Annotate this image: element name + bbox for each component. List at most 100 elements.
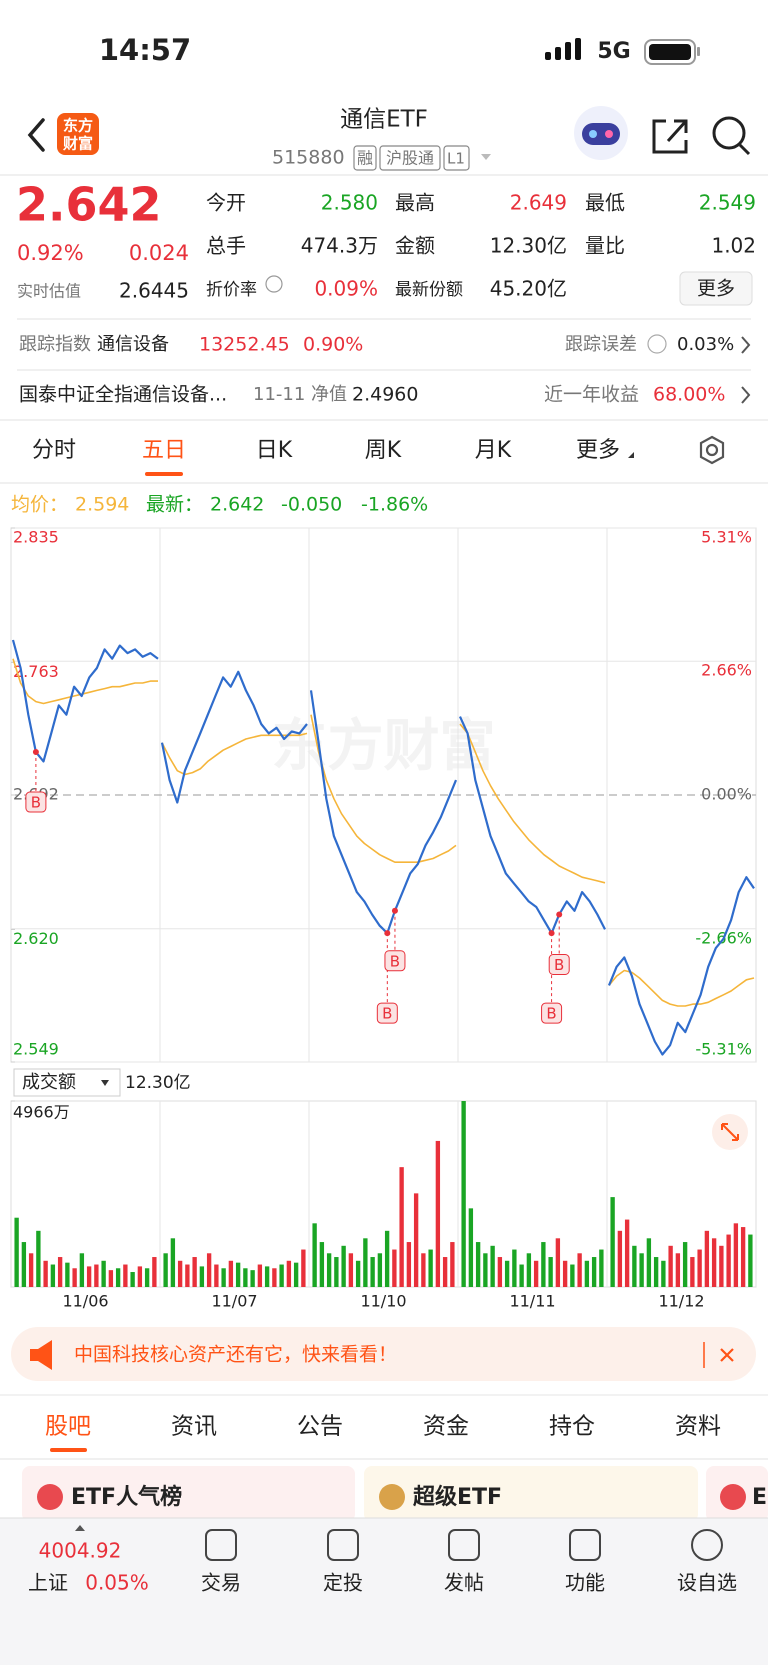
field-value: 45.20亿 <box>490 277 567 301</box>
info-icon[interactable] <box>647 334 667 354</box>
subtab[interactable]: 公告 <box>297 1414 343 1440</box>
volume-bar <box>475 1242 481 1287</box>
volume-select[interactable] <box>13 1068 121 1097</box>
banner[interactable] <box>11 1327 756 1381</box>
volume-bar <box>214 1264 219 1287</box>
annotation-box <box>376 1002 398 1024</box>
dropdown[interactable] <box>481 154 491 160</box>
status-network: 5G <box>597 39 630 64</box>
legend-item: -0.050 <box>281 494 342 516</box>
volume-bar <box>733 1223 739 1287</box>
share-icon[interactable] <box>652 119 688 154</box>
logo <box>57 113 99 155</box>
title: 通信ETF <box>340 107 428 133</box>
legend-item: 均价： <box>11 494 68 516</box>
x-tick-label: 11/11 <box>509 1292 555 1311</box>
y2-tick-label: 2.66% <box>701 661 752 680</box>
volume-bar <box>704 1230 710 1287</box>
tab[interactable]: 更多 <box>576 438 620 463</box>
subtab[interactable]: 持仓 <box>549 1414 595 1440</box>
nav-icon[interactable] <box>205 1529 237 1561</box>
annotation: B <box>554 956 564 974</box>
volume-bar <box>675 1253 681 1287</box>
more-button[interactable] <box>679 271 753 306</box>
volume-bar <box>243 1268 248 1287</box>
field-label: 总手 <box>206 234 246 258</box>
volume-bar <box>79 1253 85 1287</box>
robot-avatar[interactable] <box>574 106 628 160</box>
info-icon[interactable] <box>265 275 283 293</box>
volume-label: 成交额 <box>22 1072 76 1093</box>
volume-bar <box>312 1223 317 1287</box>
tab[interactable]: 月K <box>475 438 512 463</box>
price: 2.642 <box>16 178 162 232</box>
index-value[interactable]: 4004.92 <box>39 1539 122 1563</box>
settings-icon[interactable] <box>699 435 725 465</box>
volume-bar <box>548 1257 553 1287</box>
bottom-nav <box>0 1518 768 1665</box>
volume-bar <box>711 1238 717 1287</box>
volume-bar <box>185 1264 190 1287</box>
subtab[interactable]: 资金 <box>423 1414 469 1440</box>
nav-label: 定投 <box>323 1571 363 1595</box>
back-button[interactable] <box>27 118 45 152</box>
y2-tick-label: -5.31% <box>695 1040 752 1059</box>
volume-bar <box>591 1257 597 1287</box>
chevron[interactable] <box>741 386 751 404</box>
volume-bar <box>435 1140 441 1287</box>
volume-bar <box>421 1253 426 1287</box>
nav-icon[interactable] <box>327 1529 359 1561</box>
badge: 沪股通 <box>386 149 434 168</box>
tab[interactable]: 分时 <box>32 438 76 463</box>
subtab[interactable]: 资讯 <box>171 1414 217 1440</box>
volume-bar <box>206 1253 212 1287</box>
tab[interactable]: 日K <box>256 438 293 463</box>
volume-bar <box>21 1242 27 1287</box>
card-title: E <box>752 1485 767 1510</box>
field-value: 12.30亿 <box>490 234 567 258</box>
volume-bar <box>286 1260 292 1287</box>
subtab[interactable]: 股吧 <box>45 1414 91 1440</box>
subtab[interactable]: 资料 <box>675 1414 721 1440</box>
volume-total: 12.30亿 <box>125 1073 191 1093</box>
tracking-label: 跟踪指数 <box>19 334 91 355</box>
volume-bar <box>610 1197 615 1287</box>
tab-underline <box>145 472 183 476</box>
y2-tick-label: 0.00% <box>701 785 752 804</box>
volume-bar <box>115 1268 121 1287</box>
volume-bar <box>497 1257 503 1287</box>
tab[interactable]: 五日 <box>142 438 186 463</box>
index-pct: 0.05% <box>85 1571 149 1595</box>
volume-bar <box>624 1219 630 1287</box>
estimate: 2.6445 <box>119 279 189 303</box>
volume-bar <box>519 1264 524 1287</box>
field-label: 最高 <box>395 191 435 215</box>
banner-text: 中国科技核心资产还有它，快来看看！ <box>74 1344 397 1366</box>
expand-arrow[interactable] <box>75 1525 85 1531</box>
price-line <box>160 670 308 804</box>
chevron[interactable] <box>741 336 751 354</box>
volume-bar <box>719 1245 724 1287</box>
index-name: 上证 <box>28 1571 68 1595</box>
avg-line <box>608 969 755 1007</box>
card[interactable] <box>22 1466 355 1522</box>
field-value: 2.580 <box>321 191 378 215</box>
signal-icon <box>545 38 581 60</box>
volume-bar <box>512 1249 517 1287</box>
search-icon[interactable] <box>712 116 751 156</box>
nav-icon[interactable] <box>569 1529 601 1561</box>
volume-bar <box>406 1242 412 1287</box>
nav-icon[interactable] <box>691 1529 723 1561</box>
card[interactable] <box>364 1466 698 1522</box>
volume-bar <box>504 1260 510 1287</box>
nav-value: 2.4960 <box>352 384 418 406</box>
error-value: 0.03% <box>677 334 734 355</box>
volume-bar <box>192 1257 197 1287</box>
volume-bar <box>740 1227 746 1287</box>
volume-bar <box>682 1242 688 1287</box>
nav-icon[interactable] <box>448 1529 480 1561</box>
volume-bar <box>697 1249 702 1287</box>
tab[interactable]: 周K <box>365 438 402 463</box>
close-button[interactable] <box>720 1348 734 1362</box>
field-value: 1.02 <box>711 234 756 258</box>
